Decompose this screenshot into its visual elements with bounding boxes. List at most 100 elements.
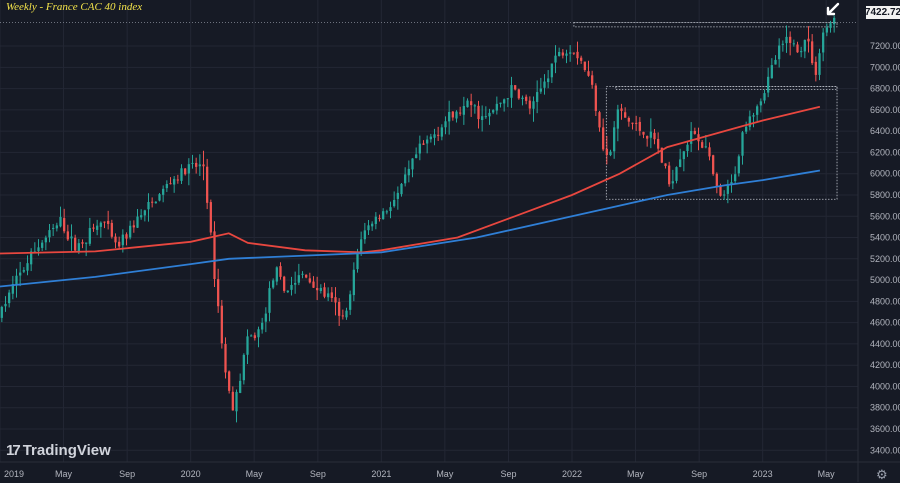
candle-body (209, 202, 212, 233)
candle-body (547, 78, 550, 83)
candle-body (609, 151, 612, 156)
candle-body (129, 225, 132, 238)
candle-body (803, 39, 806, 52)
y-tick-label: 4200.00 (870, 360, 900, 370)
candle-body (598, 112, 601, 128)
y-tick-label: 6800.00 (870, 84, 900, 94)
candle-body (338, 301, 341, 316)
candle-body (187, 164, 190, 174)
candle-body (811, 41, 814, 64)
candle-body (261, 322, 264, 330)
candle-body (576, 51, 579, 59)
candle-body (822, 32, 825, 53)
candle-body (367, 225, 370, 231)
candle-body (726, 184, 729, 194)
candle-body (605, 148, 608, 155)
candle-body (59, 216, 62, 227)
candle-body (154, 201, 157, 204)
candle-body (224, 344, 227, 373)
candle-body (514, 85, 517, 90)
candle-body (74, 237, 77, 251)
candle-body (712, 155, 715, 175)
y-tick-label: 4800.00 (870, 296, 900, 306)
y-tick-label: 6400.00 (870, 126, 900, 136)
candle-body (473, 105, 476, 107)
price-axis[interactable]: 3400.00 3600.00 3800.00 4000.00 4200.00 4400.… (857, 0, 900, 482)
gear-icon[interactable]: ⚙ (876, 467, 888, 482)
candle-body (0, 306, 3, 318)
range-box (573, 21, 838, 28)
candle-body (290, 284, 293, 290)
candle-body (693, 131, 696, 134)
candle-body (451, 111, 454, 118)
candle-body (195, 162, 198, 167)
y-tick-label: 6000.00 (870, 169, 900, 179)
candle-body (704, 146, 707, 148)
candle-body (525, 96, 528, 101)
candle-body (682, 151, 685, 160)
candle-body (616, 109, 619, 129)
candle-body (429, 136, 432, 140)
candle-body (297, 275, 300, 283)
x-tick-label: May (627, 469, 645, 479)
candle-body (807, 38, 810, 42)
candle-body (96, 225, 99, 230)
candle-body (228, 371, 231, 391)
moving-average-line (0, 169, 821, 288)
candle-body (242, 354, 245, 381)
x-tick-label: Sep (501, 469, 517, 479)
candle-body (495, 103, 498, 111)
candle-body (701, 142, 704, 148)
candle-body (814, 61, 817, 75)
candle-body (286, 290, 289, 293)
candle-body (774, 59, 777, 65)
time-axis[interactable]: 2019 May Sep 2020 May Sep 2021 May Sep 2022 May Sep… (0, 461, 900, 479)
candle-body (470, 101, 473, 106)
candle-body (532, 101, 535, 109)
candle-body (737, 156, 740, 174)
candle-body (8, 292, 11, 304)
candle-body (756, 106, 759, 115)
candle-body (657, 138, 660, 149)
candle-body (433, 134, 436, 138)
candle-body (206, 166, 209, 203)
candle-body (239, 380, 242, 393)
candle-body (275, 267, 278, 282)
candle-body (184, 168, 187, 175)
candle-body (202, 164, 205, 167)
x-tick-label: May (55, 469, 73, 479)
candle-body (283, 276, 286, 291)
candle-body (404, 174, 407, 184)
x-tick-label: May (246, 469, 264, 479)
candle-body (48, 230, 51, 238)
candle-body (85, 242, 88, 244)
candles (0, 15, 836, 423)
candle-body (565, 53, 568, 56)
candle-body (448, 111, 451, 122)
x-tick-label: 2021 (371, 469, 391, 479)
candle-body (488, 112, 491, 117)
candle-body (510, 85, 513, 98)
candle-body (686, 144, 689, 152)
candle-body (235, 391, 238, 412)
grid-lines (0, 0, 858, 462)
candle-body (41, 242, 44, 248)
x-tick-label: 2020 (181, 469, 201, 479)
candle-body (151, 201, 154, 203)
candle-body (591, 75, 594, 85)
last-price-tag: 7422.72 (864, 6, 900, 19)
candle-body (103, 221, 106, 223)
candle-body (583, 61, 586, 70)
candle-body (649, 131, 652, 138)
candle-body (272, 280, 275, 288)
candle-body (660, 147, 663, 163)
candle-body (668, 165, 671, 185)
candle-body (22, 270, 25, 272)
candle-body (30, 251, 33, 265)
candle-body (99, 222, 102, 227)
y-tick-label: 6600.00 (870, 105, 900, 115)
candle-body (198, 164, 201, 167)
candle-body (253, 335, 256, 339)
candle-body (631, 122, 634, 124)
